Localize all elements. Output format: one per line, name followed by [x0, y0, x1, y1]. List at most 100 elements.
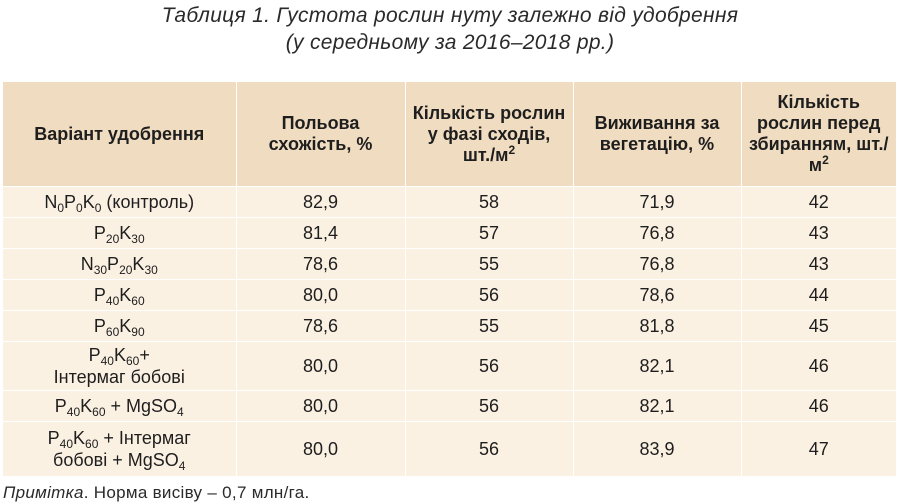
- variant-text: P: [88, 345, 101, 365]
- header-superscript: 2: [822, 153, 829, 167]
- cell-survival: 83,9: [572, 421, 741, 476]
- variant-subscript: 60: [92, 405, 106, 419]
- cell-variant: P40K60+ Інтермаг бобові: [3, 341, 236, 391]
- header-text: Польова схожість, %: [268, 113, 373, 154]
- table-row: N0P0K0 (контроль) 82,9 58 71,9 42: [3, 186, 896, 218]
- variant-subscript: 30: [93, 263, 108, 277]
- variant-text: P: [93, 316, 106, 336]
- cell-survival: 81,8: [572, 310, 741, 342]
- variant-text: N: [44, 192, 58, 212]
- variant-text: + Інтермаг: [98, 428, 191, 448]
- cell-germination: 78,6: [235, 248, 405, 280]
- cell-seedling-count: 57: [404, 217, 573, 249]
- note-label: Примітка: [3, 483, 84, 502]
- variant-text: K: [73, 428, 86, 448]
- variant-line: P20K30: [7, 222, 232, 246]
- cell-seedling-count: 55: [404, 310, 573, 342]
- header-field-germination: Польова схожість, %: [235, 82, 405, 187]
- variant-subscript: 20: [105, 232, 120, 246]
- variant-line: P40K60+: [7, 344, 232, 368]
- variant-line: P40K60 + Інтермаг: [7, 427, 232, 451]
- variant-text: P: [107, 254, 120, 274]
- table-note: Примітка. Норма висіву – 0,7 млн/га.: [3, 482, 310, 503]
- variant-text: P: [93, 285, 106, 305]
- table-body: N0P0K0 (контроль) 82,9 58 71,9 42 P20K30 81,4 5…: [3, 186, 896, 476]
- variant-text: +: [139, 345, 150, 365]
- cell-harvest-count: 46: [740, 390, 896, 422]
- variant-text: P: [64, 192, 77, 212]
- variant-text: + MgSO: [105, 396, 178, 416]
- cell-seedling-count: 56: [404, 341, 573, 391]
- variant-text: P: [93, 223, 106, 243]
- cell-survival: 82,1: [572, 390, 741, 422]
- variant-text: P: [47, 428, 60, 448]
- table-title-line-1: Таблиця 1. Густота рослин нуту залежно в…: [161, 4, 739, 27]
- cell-germination: 80,0: [235, 390, 405, 422]
- variant-subscript: 4: [178, 459, 186, 473]
- cell-harvest-count: 45: [740, 310, 896, 342]
- table-row: P60K90 78,6 55 81,8 45: [3, 310, 896, 342]
- header-text: Варіант удобрення: [34, 123, 205, 144]
- variant-subscript: 60: [105, 325, 120, 339]
- header-text: Кількість рослин перед збиранням, шт./м: [749, 92, 889, 175]
- variant-subscript: 40: [105, 294, 120, 308]
- cell-variant: P40K60: [3, 279, 236, 311]
- cell-germination: 80,0: [235, 341, 405, 391]
- variant-subscript: 30: [144, 263, 158, 277]
- table-title-line-2: (у середньому за 2016–2018 рр.): [285, 31, 615, 54]
- variant-subscript: 20: [119, 263, 133, 277]
- cell-harvest-count: 47: [740, 421, 896, 476]
- variant-subscript: 4: [177, 405, 184, 419]
- cell-germination: 82,9: [235, 186, 405, 218]
- cell-seedling-count: 56: [404, 390, 573, 422]
- variant-text: Інтермаг бобові: [53, 367, 185, 387]
- cell-variant: P40K60 + Інтермаг бобові + MgSO4: [3, 421, 236, 476]
- variant-text: K: [80, 396, 93, 416]
- table-title: Таблиця 1. Густота рослин нуту залежно в…: [0, 2, 900, 56]
- variant-text: P: [54, 396, 67, 416]
- variant-text: K: [119, 316, 132, 336]
- variant-subscript: 0: [57, 201, 64, 215]
- table-row: P40K60 80,0 56 78,6 44: [3, 279, 896, 311]
- header-superscript: 2: [508, 142, 516, 157]
- cell-survival: 78,6: [572, 279, 741, 311]
- cell-harvest-count: 44: [740, 279, 896, 311]
- variant-text: (контроль): [101, 192, 195, 212]
- cell-germination: 80,0: [235, 279, 405, 311]
- header-seedling-count: Кількість рослин у фазі сходів, шт./м2: [404, 82, 573, 187]
- note-text: . Норма висіву – 0,7 млн/га.: [83, 483, 310, 502]
- variant-subscript: 40: [66, 405, 81, 419]
- table-row: N30P20K30 78,6 55 76,8 43: [3, 248, 896, 280]
- cell-variant: P40K60 + MgSO4: [3, 390, 236, 422]
- variant-subscript: 90: [131, 325, 145, 339]
- table-row: P40K60 + Інтермаг бобові + MgSO4 80,0 56 83,…: [3, 421, 896, 476]
- variant-subscript: 40: [59, 437, 73, 451]
- variant-subscript: 60: [126, 354, 140, 368]
- variant-text: бобові + MgSO: [53, 450, 179, 470]
- header-variant: Варіант удобрення: [3, 82, 236, 187]
- header-text: Виживання за вегетацію, %: [594, 113, 720, 154]
- header-harvest-count: Кількість рослин перед збиранням, шт./м2: [740, 82, 896, 187]
- variant-line: N30P20K30: [7, 253, 232, 277]
- table-header-row: Варіант удобрення Польова схожість, % Кіль…: [3, 82, 896, 187]
- cell-variant: P20K30: [3, 217, 236, 249]
- table-row: P40K60 + MgSO4 80,0 56 82,1 46: [3, 390, 896, 422]
- variant-text: K: [119, 223, 132, 243]
- cell-variant: N0P0K0 (контроль): [3, 186, 236, 218]
- cell-germination: 80,0: [235, 421, 405, 476]
- cell-survival: 82,1: [572, 341, 741, 391]
- cell-survival: 76,8: [572, 248, 741, 280]
- table-row: P20K30 81,4 57 76,8 43: [3, 217, 896, 249]
- cell-harvest-count: 43: [740, 217, 896, 249]
- variant-text: N: [80, 254, 94, 274]
- variant-text: K: [113, 345, 126, 365]
- variant-subscript: 40: [100, 354, 114, 368]
- variant-line: N0P0K0 (контроль): [7, 191, 232, 215]
- cell-seedling-count: 58: [404, 186, 573, 218]
- variant-subscript: 60: [131, 294, 145, 308]
- cell-survival: 71,9: [572, 186, 741, 218]
- variant-line: бобові + MgSO4: [7, 449, 232, 473]
- cell-harvest-count: 46: [740, 341, 896, 391]
- variant-text: K: [132, 254, 145, 274]
- cell-seedling-count: 55: [404, 248, 573, 280]
